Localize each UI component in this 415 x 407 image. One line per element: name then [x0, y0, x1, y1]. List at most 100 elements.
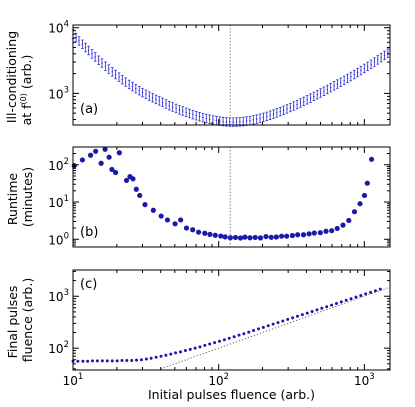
panel-a-point-19 [134, 84, 138, 94]
panel-a-point-71 [309, 93, 312, 103]
panel-c-point-58 [354, 295, 358, 299]
panel-a-point-79 [336, 79, 339, 89]
panel-b-point-15 [142, 202, 148, 208]
panel-b-point-45 [311, 230, 317, 236]
panel-b-point-54 [361, 192, 368, 199]
panel-a-point-67 [295, 99, 299, 110]
panel-c-point-52 [325, 305, 329, 309]
panel-a-point-22 [144, 89, 148, 99]
panel-a-point-60 [272, 109, 275, 119]
x-tick-label-0: 101 [63, 372, 84, 388]
panel-a-point-86 [359, 65, 363, 76]
panel-a-point-34 [184, 107, 188, 118]
panel-c-point-55 [339, 300, 343, 304]
panel-c-point-30 [217, 339, 221, 343]
panel-a-point-82 [346, 73, 349, 84]
panel-a-point-41 [208, 114, 211, 124]
panel-c-point-26 [198, 345, 202, 349]
panel-c-point-36 [247, 330, 251, 334]
panel-c-point-17 [154, 355, 158, 359]
panel-b-point-27 [218, 233, 224, 239]
panel-c-point-53 [330, 303, 334, 307]
x-tick-label-2: 103 [354, 372, 375, 388]
panel-b-y-tick-label-1-exponent: 1 [64, 194, 69, 204]
panel-a-point-56 [258, 113, 262, 123]
panel-a-point-63 [282, 105, 285, 115]
panel-b-point-26 [212, 232, 218, 238]
panel-b-point-28 [222, 234, 228, 240]
panel-c-point-6 [100, 359, 104, 363]
panel-a-y-tick-label-1: 104 [48, 20, 69, 36]
panel-c-y-label-line-1: Final pulses [5, 286, 20, 359]
panel-c-y-tick-label-1: 103 [48, 288, 69, 304]
panel-c-y-label-line-2: fluence (arb.) [20, 278, 35, 362]
panel-b-point-16 [150, 207, 156, 213]
panel-c-point-44 [286, 317, 290, 321]
panel-b-point-43 [300, 232, 307, 238]
panel-a-point-68 [299, 98, 302, 108]
panel-c-point-3 [86, 359, 90, 363]
panel-b-point-39 [278, 233, 285, 239]
panel-a-y-tick-label-0: 103 [48, 85, 69, 101]
panel-c-point-46 [295, 314, 299, 318]
panel-a-y-tick-label-1-base: 10 [48, 22, 63, 36]
panel-c-point-38 [257, 327, 261, 331]
panel-a-point-84 [352, 69, 356, 80]
panel-c-point-49 [310, 309, 314, 313]
panel-a-point-76 [326, 84, 329, 95]
panel-c-point-61 [369, 290, 373, 294]
panel-c-point-54 [334, 301, 338, 305]
panel-b-y-tick-label-0-exponent: 0 [64, 231, 69, 241]
panel-c-point-43 [281, 319, 285, 323]
panel-c-point-12 [130, 358, 134, 362]
panel-b-point-23 [195, 229, 202, 235]
panel-b-point-19 [172, 221, 178, 227]
panel-a-point-39 [201, 112, 205, 123]
panel-b-point-34 [252, 234, 258, 241]
panel-a-point-29 [167, 101, 171, 111]
panel-c-point-47 [300, 313, 304, 317]
panel-a-point-73 [315, 90, 319, 100]
panel-a-point-92 [379, 53, 383, 63]
panel-a-point-13 [114, 69, 117, 80]
panel-a-point-33 [181, 106, 185, 116]
panel-a-point-54 [252, 115, 255, 125]
panel-b-point-24 [202, 230, 208, 236]
panel-a-point-7 [93, 52, 97, 62]
panel-a-point-12 [110, 67, 114, 77]
panel-a-point-24 [151, 93, 154, 103]
panel-b-point-35 [257, 235, 264, 241]
panel-c-point-63 [378, 287, 382, 291]
panel-c-point-39 [261, 325, 265, 329]
panel-b-y-tick-label-0: 100 [48, 231, 69, 247]
panel-b-point-51 [346, 217, 352, 224]
panel-c-point-29 [213, 341, 217, 345]
panel-c-y-label: Final pulses fluence (arb.) [5, 278, 35, 362]
panel-a-point-17 [127, 79, 131, 90]
panel-b-point-12 [130, 176, 136, 182]
panel-b-y-tick-label-1-base: 10 [48, 196, 63, 210]
panel-b-point-32 [242, 234, 248, 240]
panel-b-point-49 [334, 225, 340, 232]
x-tick-label-0-base: 10 [63, 374, 78, 388]
panel-b-point-14 [137, 192, 143, 199]
panel-b-point-38 [273, 234, 279, 240]
panel-c-point-4 [90, 359, 94, 363]
panel-a-point-65 [289, 102, 292, 113]
panel-a-point-78 [332, 81, 336, 91]
panel-a-point-81 [342, 75, 346, 86]
panel-a-point-75 [322, 86, 326, 96]
panel-a-point-36 [191, 109, 195, 120]
panel-b-markers [71, 146, 375, 241]
panel-c-point-32 [227, 336, 231, 340]
panel-a-point-4 [84, 42, 87, 53]
panel-a-point-91 [376, 55, 380, 65]
panel-b-point-1 [79, 157, 85, 163]
panel-b-point-22 [190, 227, 196, 233]
x-tick-label-1-exponent: 2 [224, 372, 229, 382]
panel-c-y-tick-label-1-base: 10 [48, 290, 63, 304]
panel-a-point-3 [81, 39, 84, 49]
panel-c-point-37 [252, 328, 256, 332]
panel-b-y-label-line-1: Runtime [5, 173, 20, 226]
